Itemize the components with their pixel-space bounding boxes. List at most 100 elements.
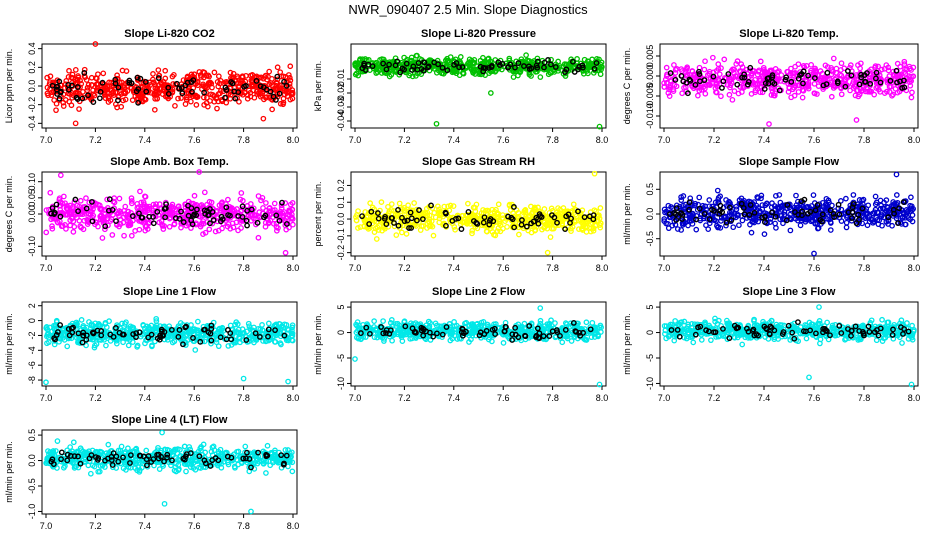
data-point [167,84,174,91]
data-point [570,201,577,208]
highlight-point [511,204,517,210]
data-point [541,206,548,212]
data-point [191,192,198,199]
panel-title: Slope Li-820 Temp. [739,28,838,40]
data-point [265,320,272,327]
data-point [157,86,164,93]
data-point [286,74,293,81]
data-point [772,220,778,227]
data-point [830,85,837,91]
data-point [92,75,99,81]
highlight-point [142,79,149,85]
data-point [69,71,76,78]
highlight-point [488,62,495,69]
data-point [113,340,120,347]
data-point [85,81,92,88]
data-point [289,91,296,98]
data-point [408,54,415,61]
points [353,170,604,256]
data-point [206,226,213,233]
x-tick-label: 7.6 [188,263,201,273]
data-point [739,217,746,224]
data-point [236,98,242,105]
data-point [204,103,211,110]
data-point [239,78,245,85]
x-tick-label: 7.0 [658,135,671,145]
data-point [84,84,91,91]
highlight-point [574,66,581,73]
data-point [853,82,860,88]
data-point [152,85,159,92]
data-point [523,52,529,58]
data-point [671,62,677,68]
data-point [120,339,126,346]
highlight-point [134,74,141,81]
highlight-point [283,82,290,89]
data-point [908,94,915,101]
y-tick-label: -0.2 [336,245,346,261]
y-tick-label: 0.05 [27,189,37,207]
data-point [70,229,77,235]
highlight-point [435,61,441,68]
data-point [409,73,416,80]
x-tick-label: 8.0 [596,135,609,145]
data-point [580,67,587,74]
highlight-point [57,322,64,328]
highlight-point [523,223,530,230]
data-point [155,67,162,73]
data-point [374,69,381,75]
data-point [693,226,700,233]
data-point [81,66,88,73]
highlight-point [135,99,142,106]
plot-frame [659,43,919,129]
x-tick-label: 7.6 [808,263,821,273]
data-point [99,235,106,241]
data-point [195,318,201,325]
data-point [171,71,177,78]
data-point [894,60,901,67]
data-point [200,83,207,89]
data-point [386,73,393,80]
highlight-point [74,84,81,90]
data-point [537,74,544,80]
data-point [356,64,363,71]
highlight-point [133,88,140,95]
highlight-point [223,87,230,93]
highlight-point [499,60,506,67]
data-point [122,96,129,103]
data-point [901,58,908,65]
data-point [218,87,224,94]
y-axis-label: degrees C per min. [4,176,14,253]
x-tick-label: 7.0 [349,393,362,403]
x-tick-label: 8.0 [287,135,300,145]
highlight-point [190,77,197,84]
data-point [140,79,147,86]
data-point [254,91,261,97]
data-point [736,222,742,229]
data-point [864,222,871,229]
data-point [271,200,278,207]
highlight-point [759,214,765,221]
data-point [285,72,292,78]
data-point [83,195,89,202]
data-point [281,91,288,98]
data-point [406,72,413,79]
data-point [815,83,822,90]
plot-frame [350,43,607,129]
data-point [465,200,471,207]
y-axis-label: percent per min. [313,181,323,246]
x-tick-label: 7.0 [40,263,53,273]
x-tick-label: 7.2 [89,393,102,403]
highlight-point [844,68,851,74]
data-point [44,74,51,81]
data-point [449,69,456,76]
data-point [893,192,900,198]
highlight-point [73,94,80,101]
data-point [263,200,269,206]
data-point [198,74,204,80]
data-point [76,90,82,97]
highlight-point [137,75,144,82]
highlight-point [179,90,186,97]
outlier-point [893,171,900,178]
data-point [504,223,510,230]
